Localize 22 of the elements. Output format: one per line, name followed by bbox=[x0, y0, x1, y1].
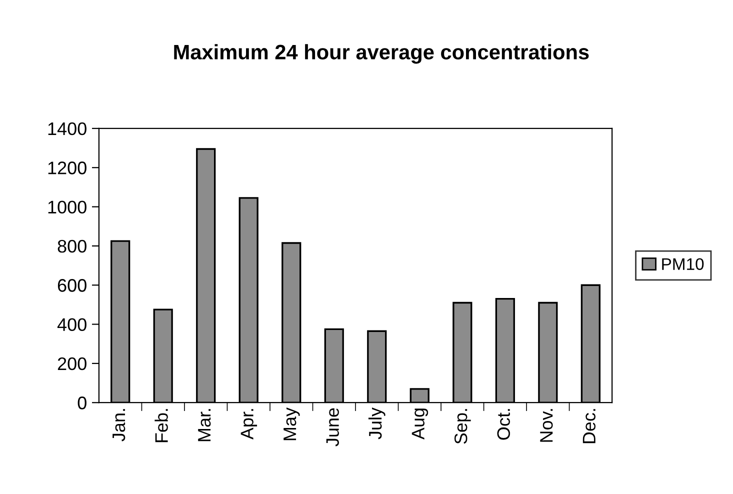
x-tick-label: Apr. bbox=[240, 409, 258, 440]
x-tick-label: Aug bbox=[412, 408, 428, 440]
x-tick-label: July bbox=[368, 408, 386, 440]
x-tick-label: May bbox=[284, 408, 300, 440]
y-tick-label: 800 bbox=[58, 240, 86, 253]
y-tick-label: 1200 bbox=[48, 162, 86, 174]
y-tick-label: 200 bbox=[58, 357, 86, 370]
y-tick-label: 0 bbox=[78, 396, 86, 410]
x-tick-label: Oct. bbox=[497, 409, 510, 440]
y-tick-label: 400 bbox=[57, 318, 86, 331]
x-tick-label: Mar. bbox=[198, 409, 211, 442]
x-tick-label: Dec. bbox=[582, 409, 596, 444]
chart-title: Maximum 24 hour average concentrations bbox=[174, 44, 589, 64]
x-tick-label: Sep. bbox=[454, 409, 471, 444]
y-tick-label: 600 bbox=[58, 279, 86, 292]
x-tick-label: Feb. bbox=[154, 409, 168, 442]
legend-label: PM10 bbox=[662, 258, 704, 270]
x-tick-label: Jan. bbox=[112, 409, 126, 442]
y-tick-label: 1400 bbox=[48, 122, 86, 136]
x-tick-label: Nov. bbox=[540, 409, 553, 442]
x-tick-label: June bbox=[326, 408, 339, 446]
y-tick-label: 1000 bbox=[48, 200, 86, 214]
